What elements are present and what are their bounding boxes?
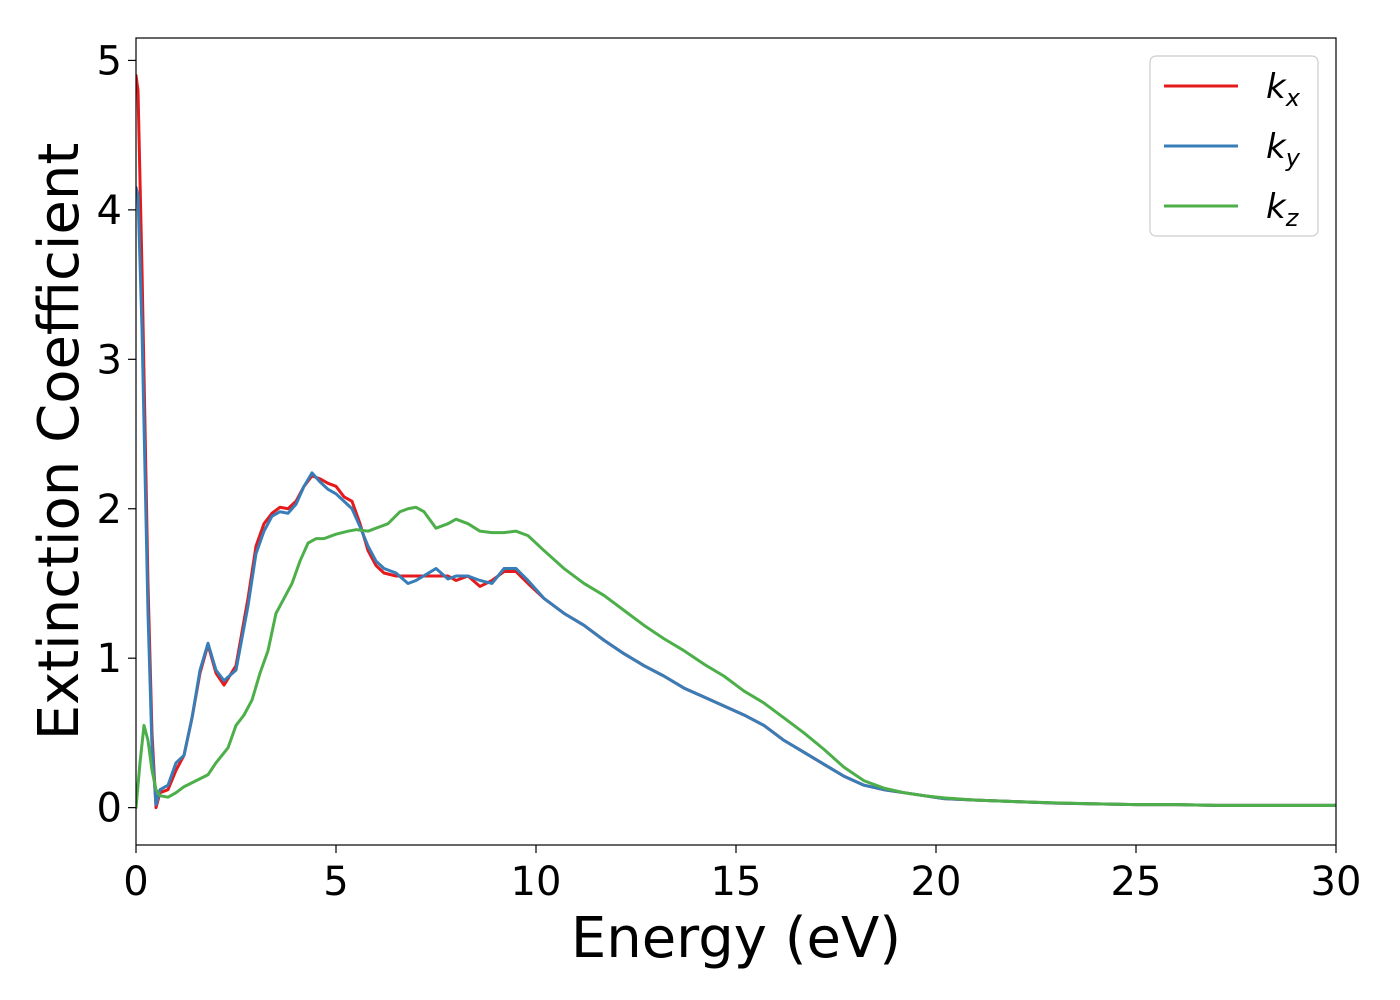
x-tick-label: 15 <box>711 859 762 905</box>
legend-label-z: kz <box>1266 187 1300 232</box>
legend-label-y: ky <box>1266 127 1301 172</box>
legend: kx ky kz <box>1149 55 1319 237</box>
y-tick-label: 4 <box>97 188 122 234</box>
y-tick-label: 3 <box>97 337 122 383</box>
axes: 0 5 10 15 20 25 30 0 1 2 3 4 5 Energy (eV) Extinction … <box>27 37 1362 971</box>
series-line-z <box>136 505 1336 810</box>
plot-area <box>136 73 1336 810</box>
y-tick-label: 2 <box>97 487 122 533</box>
x-tick-label: 5 <box>323 859 348 905</box>
y-tick-label: 5 <box>97 38 122 84</box>
x-tick-label: 25 <box>1111 859 1162 905</box>
y-tick-label: 0 <box>97 786 122 832</box>
x-tick-label: 30 <box>1311 859 1362 905</box>
x-tick-label: 20 <box>911 859 962 905</box>
x-axis-title: Energy (eV) <box>571 906 901 971</box>
x-tick-label: 10 <box>511 859 562 905</box>
y-tick-label: 1 <box>97 636 122 682</box>
x-tick-label: 0 <box>123 859 148 905</box>
y-axis-title: Extinction Coefficient <box>27 143 92 741</box>
series-line-y <box>136 185 1336 807</box>
legend-label-x: kx <box>1266 67 1301 112</box>
